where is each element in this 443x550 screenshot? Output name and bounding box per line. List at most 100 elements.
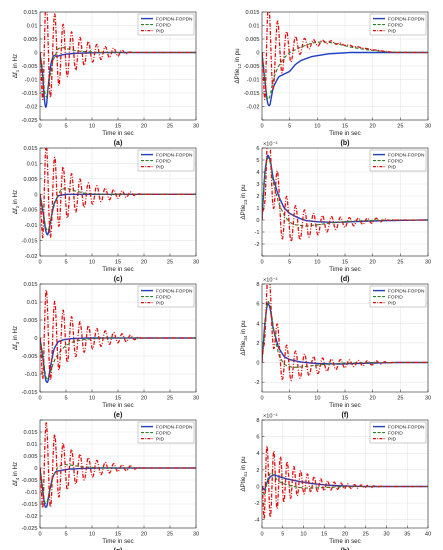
y-tick-label-6: 0.005 [246,37,260,43]
x-tick-label-2: 10 [89,532,95,538]
x-tick-label-5: 25 [363,532,369,538]
x-tick-label-6: 30 [193,260,199,266]
chart-panel-g: 0 5 10 15 20 25 30 -0.025 -0.02 -0.015 -0.01 -0.005… [12,419,199,550]
x-axis-label: Time in sec [102,266,133,273]
y-tick-label-5: 0 [34,51,37,57]
x-tick-label-7: 35 [404,532,410,538]
x-tick-label-6: 30 [193,124,199,130]
chart-panel-c: 0 5 10 15 20 25 30 -0.02 -0.015 -0.01 -0.005 0 0.005… [12,146,199,283]
y-axis-label-subscript: 23 [243,199,248,205]
y-axis-label-unit: in Hz [12,54,19,70]
y-axis-label: Δf3 in Hz [12,326,20,350]
y-tick-label-3: -0.01 [25,78,38,84]
y-tick-label-2: -0.015 [22,502,38,508]
legend-entry-2: PID [388,164,397,170]
series-line-pid [262,12,428,101]
y-tick-label-7: 0.01 [27,24,38,30]
x-axis-label: Time in sec [329,130,360,137]
y-tick-label-2: 2 [256,341,259,347]
x-tick-label-1: 5 [281,532,284,538]
legend-entry-1: FOPID [388,22,403,28]
y-tick-label-6: 8 [256,418,259,424]
legend-entry-0: FOPIDN-FOPDN [388,424,425,430]
y-tick-label-2: -0.015 [22,91,38,97]
chart-panel-e: 0 5 10 15 20 25 30 -0.015 -0.01 -0.005 0 0.005 0.01 0… [12,282,199,419]
y-tick-label-6: 0.005 [24,37,38,43]
panel-caption: (e) [114,412,123,419]
y-tick-label-1: -2 [255,242,260,248]
series-line-pid [40,148,196,239]
x-axis-label: Time in sec [102,130,133,137]
x-tick-label-6: 30 [425,260,431,266]
legend-entry-2: PID [388,28,397,34]
x-tick-label-2: 10 [89,396,95,402]
y-axis-label-main: ΔPtie [240,204,247,219]
x-tick-label-3: 15 [342,260,348,266]
x-tick-label-4: 20 [370,396,376,402]
legend-entry-2: PID [156,436,165,442]
legend-entry-1: FOPID [156,158,171,164]
y-tick-label-6: 0.015 [24,282,38,288]
panel-caption: (c) [114,276,123,283]
y-axis-label: ΔPtie12 in pu [234,48,242,84]
x-tick-label-0: 0 [38,260,41,266]
legend-entry-2: PID [388,436,397,442]
y-exponent-label: ×10⁻³ [263,414,277,420]
y-tick-label-5: 0.005 [24,177,38,183]
x-tick-label-5: 25 [167,260,173,266]
x-tick-label-3: 15 [115,532,121,538]
x-tick-label-4: 20 [141,260,147,266]
legend-entry-0: FOPIDN-FOPDN [156,16,193,22]
x-tick-label-2: 10 [300,532,306,538]
y-tick-label-1: -0.01 [25,372,38,378]
y-tick-label-0: -0.025 [22,118,38,124]
x-tick-label-0: 0 [260,532,263,538]
x-tick-label-6: 30 [425,124,431,130]
series-group [262,445,428,520]
x-tick-label-6: 30 [383,532,389,538]
x-tick-label-2: 10 [314,396,320,402]
series-group [40,289,196,384]
x-tick-label-0: 0 [38,396,41,402]
legend-entry-0: FOPIDN-FOPDN [388,152,425,158]
y-tick-label-4: -0.005 [22,64,38,70]
y-tick-label-3: 0 [34,336,37,342]
x-tick-label-0: 0 [260,396,263,402]
y-axis-label-main: ΔPtie [240,340,247,355]
panel-caption: (f) [342,412,349,419]
y-axis-label-unit: in Hz [12,462,19,478]
legend-entry-0: FOPIDN-FOPDN [388,16,425,22]
series-group [262,12,428,107]
legend-entry-1: FOPID [388,158,403,164]
y-tick-label-1: 0 [256,361,259,367]
y-axis-label-main: ΔPtie [234,68,241,83]
x-tick-label-4: 20 [141,124,147,130]
y-tick-label-8: 0.015 [24,10,38,16]
y-tick-label-3: -0.01 [247,78,260,84]
y-tick-label-8: 5 [256,158,259,164]
y-tick-label-6: 0.005 [24,454,38,460]
x-tick-label-0: 0 [38,532,41,538]
y-tick-label-1: -0.02 [25,514,38,520]
x-tick-label-1: 5 [288,260,291,266]
y-tick-label-7: 0.015 [24,146,38,152]
y-tick-label-5: 0.01 [27,300,38,306]
panel-caption: (h) [341,548,350,550]
x-tick-label-0: 0 [38,124,41,130]
panel-caption: (b) [341,140,350,147]
y-axis-label: ΔPtie41 in pu [240,456,248,492]
y-tick-label-0: -4 [255,518,260,524]
x-tick-label-6: 30 [425,396,431,402]
y-tick-label-6: 0.01 [27,161,38,167]
series-line-fopid [40,47,196,98]
x-tick-label-5: 25 [397,396,403,402]
y-tick-label-2: -0.005 [22,354,38,360]
y-tick-label-1: -2 [255,501,260,507]
legend-entry-0: FOPIDN-FOPDN [388,288,425,294]
y-axis-label-unit: in pu [234,48,241,64]
x-tick-label-4: 20 [370,260,376,266]
